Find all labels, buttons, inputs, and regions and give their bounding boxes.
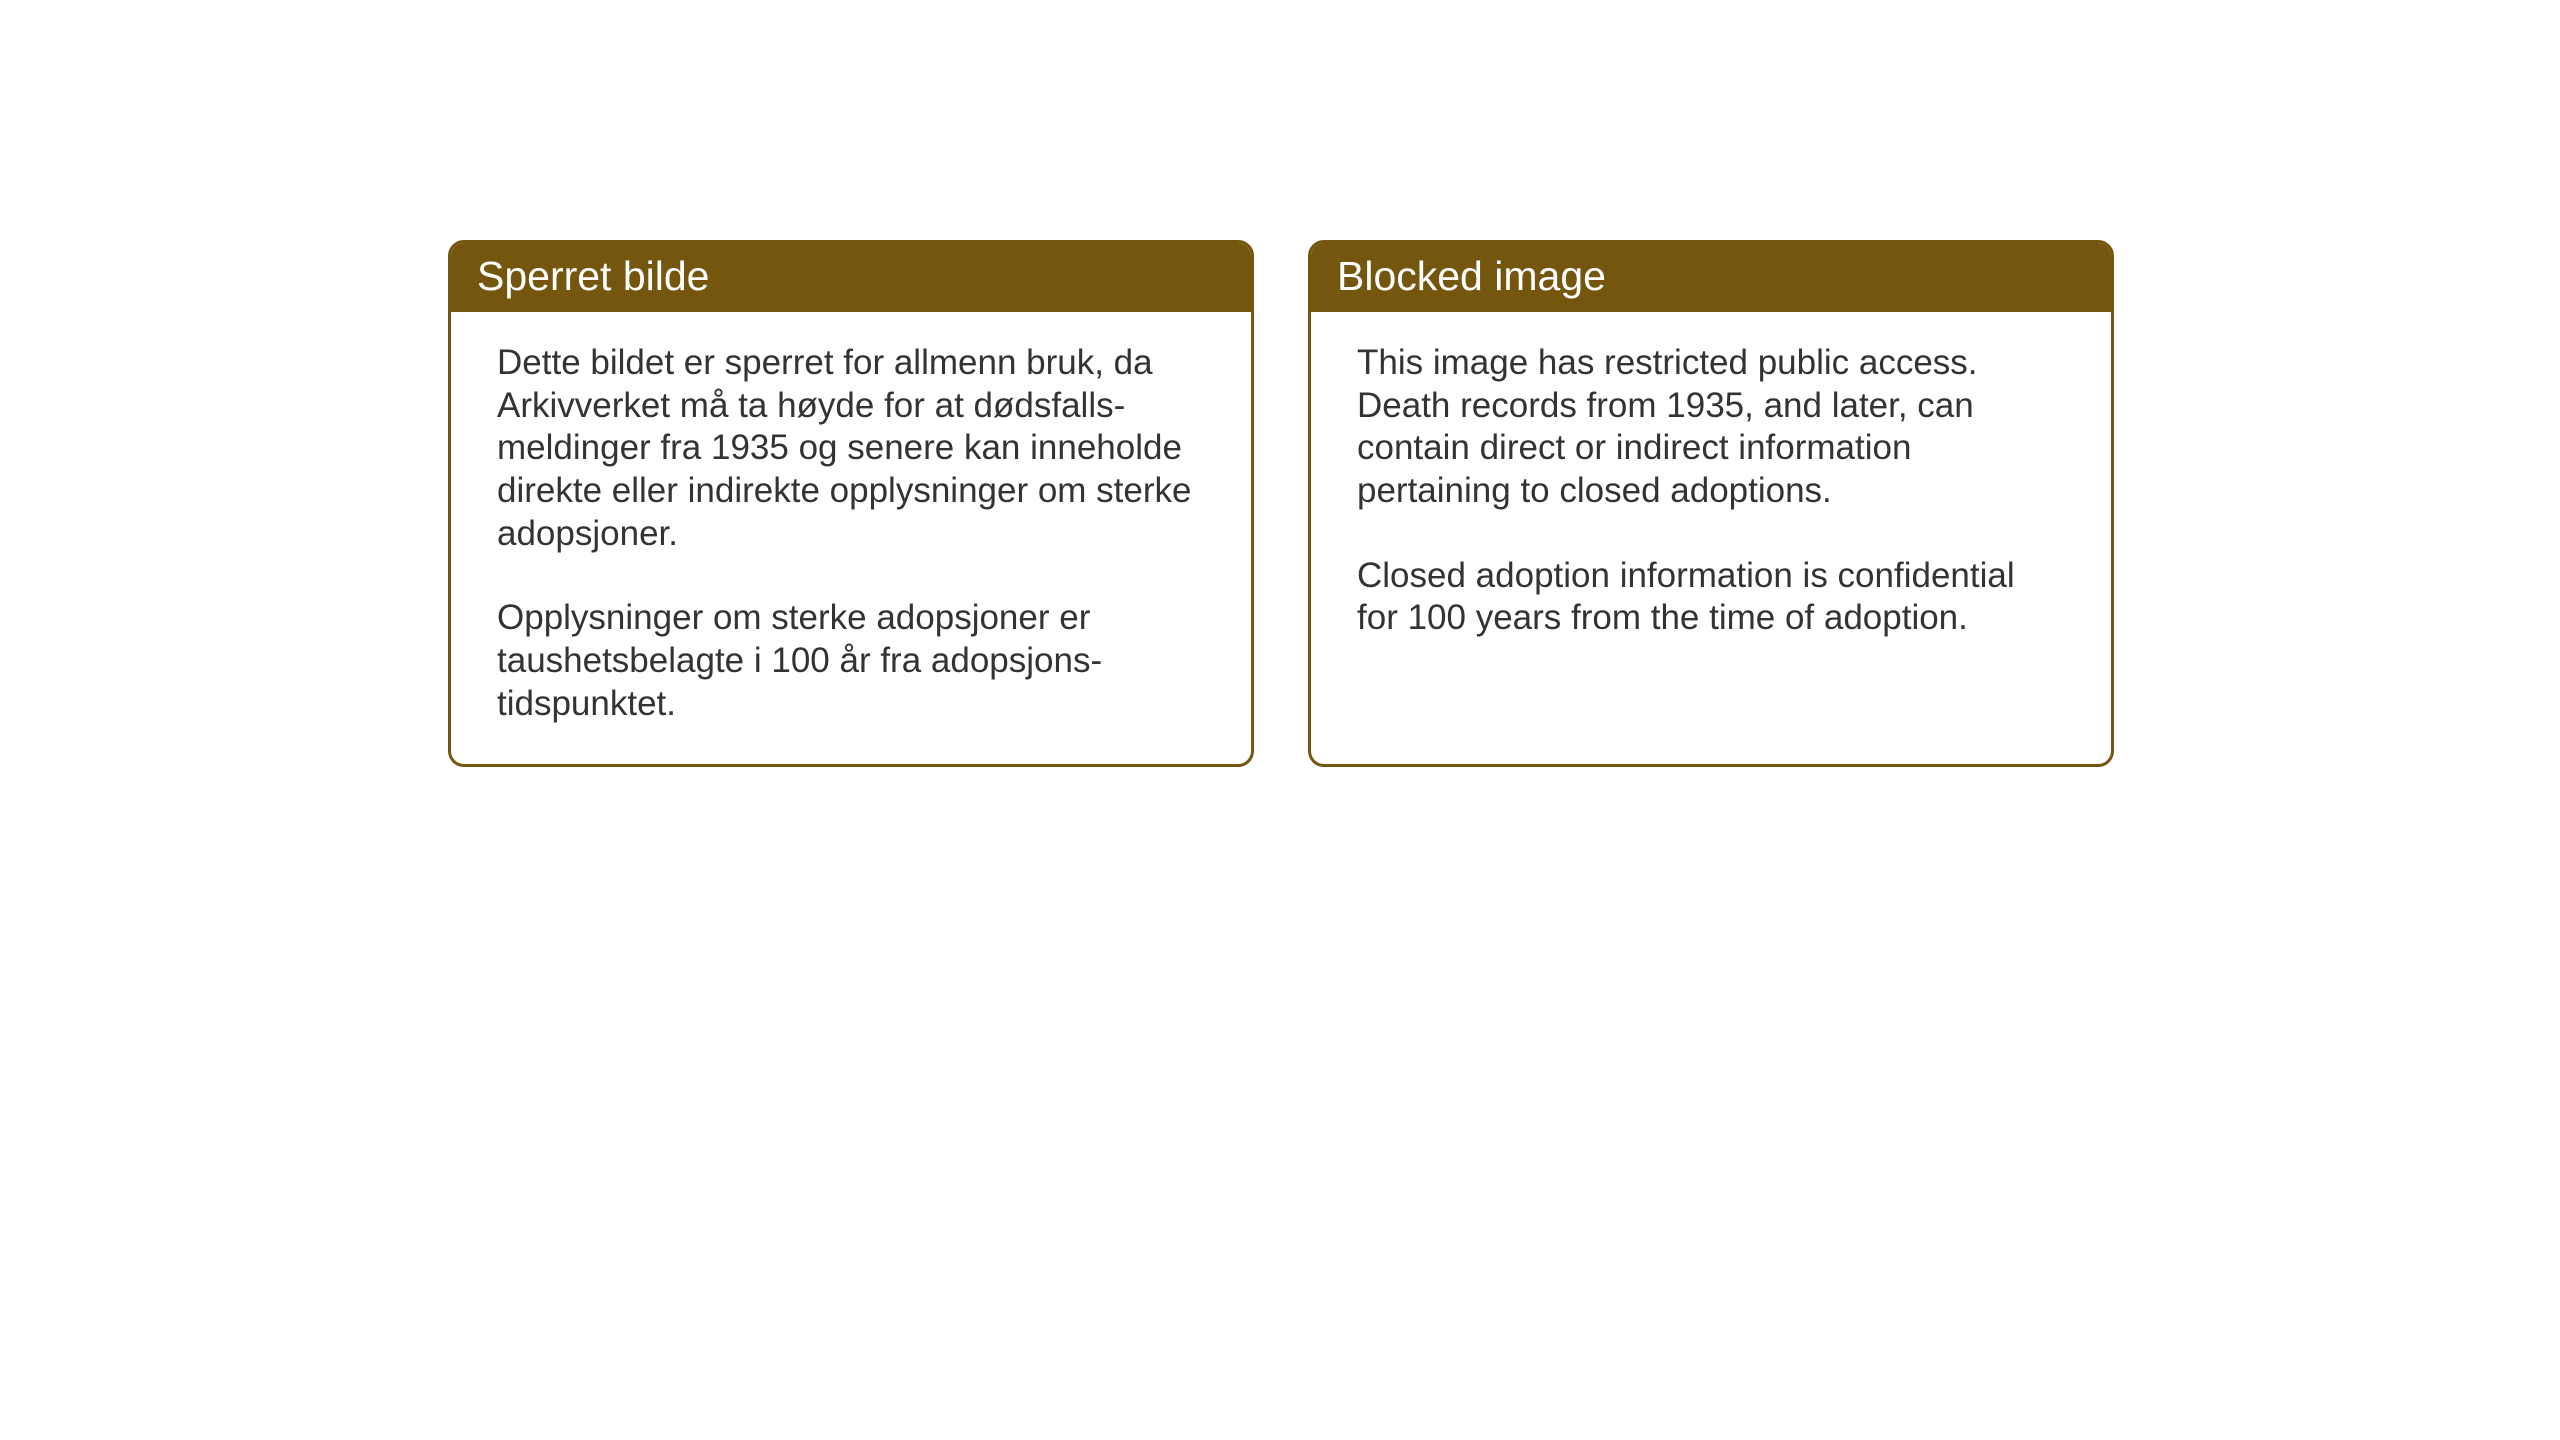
- english-notice-card: Blocked image This image has restricted …: [1308, 240, 2114, 767]
- english-paragraph-2: Closed adoption information is confident…: [1357, 555, 2065, 640]
- norwegian-notice-card: Sperret bilde Dette bildet er sperret fo…: [448, 240, 1254, 767]
- notice-container: Sperret bilde Dette bildet er sperret fo…: [448, 240, 2114, 767]
- norwegian-paragraph-2: Opplysninger om sterke adopsjoner er tau…: [497, 597, 1205, 725]
- norwegian-card-title: Sperret bilde: [451, 243, 1251, 312]
- english-paragraph-1: This image has restricted public access.…: [1357, 342, 2065, 513]
- english-card-title: Blocked image: [1311, 243, 2111, 312]
- norwegian-paragraph-1: Dette bildet er sperret for allmenn bruk…: [497, 342, 1205, 555]
- english-card-body: This image has restricted public access.…: [1311, 312, 2111, 752]
- norwegian-card-body: Dette bildet er sperret for allmenn bruk…: [451, 312, 1251, 764]
